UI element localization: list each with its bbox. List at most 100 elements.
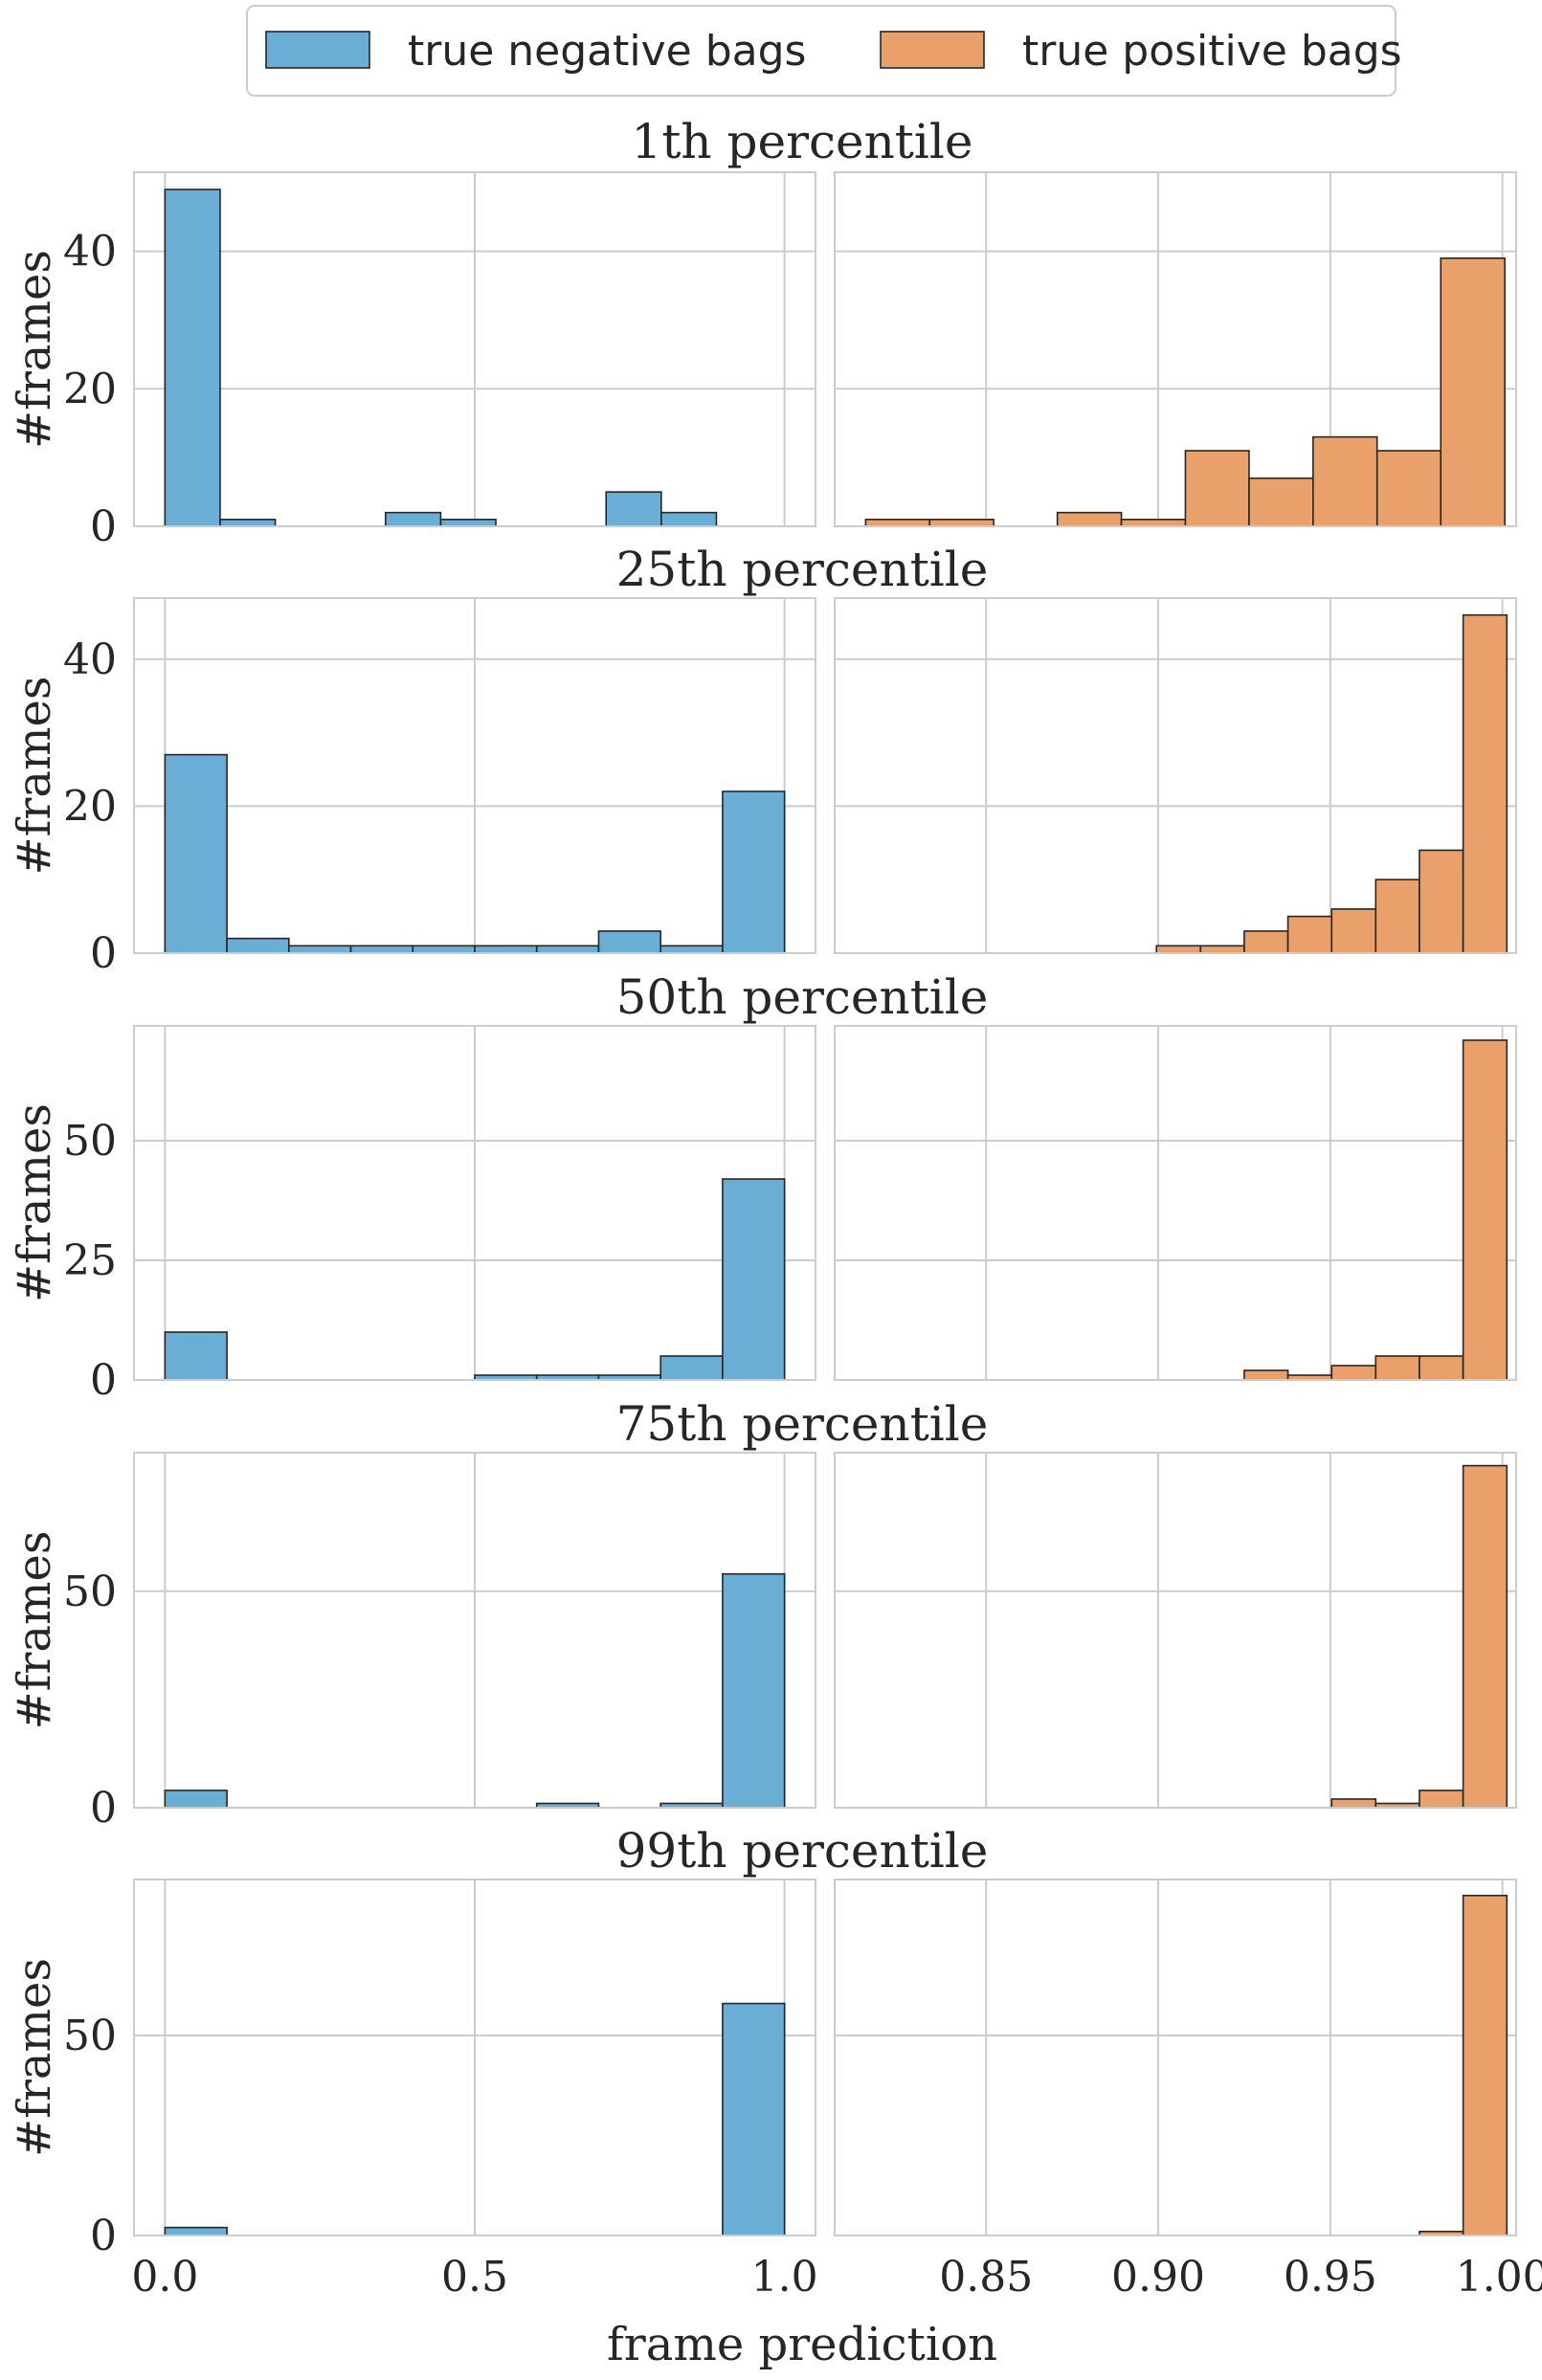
negative-bar [722, 1572, 786, 1809]
y-axis-label: #frames [8, 1530, 61, 1729]
panel-title: 99th percentile [616, 1823, 989, 1879]
positive-bar [1184, 450, 1250, 527]
axes-frame [834, 1025, 1517, 1381]
positive-bar [1462, 613, 1508, 954]
negative-bar [474, 945, 538, 954]
negative-panel [133, 171, 816, 527]
negative-bar [288, 945, 352, 954]
panel-title: 25th percentile [616, 542, 989, 597]
x-tick-label: 0.95 [1284, 2253, 1377, 2302]
positive-bar [1462, 1464, 1508, 1809]
negative-panel [133, 597, 816, 954]
legend: true negative bags true positive bags [246, 5, 1402, 97]
positive-panel: 0.85 0.90 0.95 1.00 [834, 1879, 1542, 2302]
positive-bar [1312, 435, 1378, 527]
x-tick-label: 1.0 [751, 2253, 818, 2302]
axes-frame [133, 1879, 816, 2236]
y-tick-label: 0 [90, 929, 117, 978]
negative-bar [722, 790, 786, 954]
y-axis-label: #frames [8, 1958, 61, 2157]
panel-row-1: 1th percentile #frames 0 20 40 [8, 114, 1517, 551]
negative-bar [412, 945, 476, 954]
negative-bar [164, 1331, 228, 1381]
y-tick-label: 40 [63, 228, 117, 277]
positive-bar [1462, 1039, 1508, 1381]
positive-bar [1419, 849, 1464, 954]
negative-bar [439, 519, 497, 527]
legend-label-negative: true negative bags [408, 27, 806, 76]
y-tick-label: 0 [90, 502, 117, 551]
positive-bar [1120, 519, 1187, 527]
x-tick-label: 0.0 [131, 2253, 198, 2302]
negative-bar [164, 189, 221, 527]
panel-row-3: 50th percentile #frames 0 25 50 [8, 969, 1517, 1405]
legend-label-positive: true positive bags [1022, 27, 1402, 76]
positive-bar [1243, 1369, 1289, 1381]
panel-title: 1th percentile [632, 114, 973, 169]
axes-frame [834, 1452, 1517, 1809]
axes-frame [133, 171, 816, 527]
negative-panel [133, 1025, 816, 1381]
negative-bar [226, 937, 290, 954]
positive-bar [1330, 908, 1377, 954]
negative-bar [597, 930, 661, 954]
y-tick-label: 0 [90, 1784, 117, 1833]
panel-row-2: 25th percentile #frames 0 20 40 [8, 542, 1517, 978]
x-axis-label: frame prediction [607, 2318, 997, 2371]
y-tick-label: 0 [90, 1356, 117, 1405]
negative-bar [722, 2002, 786, 2236]
axes-frame [834, 171, 1517, 527]
positive-bar [1419, 1355, 1464, 1381]
positive-bar [1375, 450, 1442, 527]
positive-bar [864, 519, 931, 527]
panel-title: 50th percentile [616, 969, 989, 1025]
y-tick-label: 25 [63, 1236, 117, 1285]
negative-bar [659, 945, 724, 954]
x-tick-label: 1.00 [1456, 2253, 1542, 2302]
negative-bar [722, 1178, 786, 1381]
x-tick-label: 0.85 [939, 2253, 1033, 2302]
negative-bar [384, 511, 442, 527]
y-tick-label: 50 [63, 1568, 117, 1616]
x-tick-label: 0.90 [1111, 2253, 1205, 2302]
panels: 1th percentile #frames 0 20 40 25th percentil… [8, 114, 1542, 2302]
negative-bar [659, 1355, 724, 1381]
legend-swatch-positive [880, 31, 985, 69]
positive-bar [1056, 511, 1123, 527]
positive-panel [834, 171, 1517, 527]
axes-frame [834, 1879, 1517, 2236]
negative-bar [660, 511, 718, 527]
axes-frame [133, 1025, 816, 1381]
axes-frame [133, 597, 816, 954]
panel-row-4: 75th percentile #frames 0 50 [8, 1396, 1517, 1833]
y-tick-label: 50 [63, 1117, 117, 1166]
negative-panel [133, 1452, 816, 1809]
axes-frame [133, 1452, 816, 1809]
positive-panel [834, 597, 1517, 954]
y-tick-label: 20 [63, 782, 117, 831]
positive-bar [1440, 257, 1506, 527]
axes-frame [834, 597, 1517, 954]
positive-bar [1248, 477, 1314, 527]
positive-bar [1374, 879, 1420, 954]
negative-bar [164, 1790, 228, 1809]
y-tick-label: 50 [63, 2012, 117, 2060]
y-axis-label: #frames [8, 676, 61, 875]
positive-bar [1462, 1894, 1508, 2236]
negative-bar [164, 2226, 228, 2236]
panel-title: 75th percentile [616, 1396, 989, 1452]
negative-bar [605, 491, 662, 527]
positive-bar [1155, 945, 1202, 954]
positive-bar [1199, 945, 1245, 954]
positive-bar [1330, 1365, 1377, 1381]
negative-bar [349, 945, 414, 954]
legend-frame [246, 5, 1397, 97]
positive-bar [1419, 1790, 1464, 1809]
negative-bar [219, 519, 277, 527]
positive-panel [834, 1025, 1517, 1381]
y-axis-label: #frames [8, 1103, 61, 1302]
positive-bar [1330, 1798, 1377, 1809]
y-axis-label: #frames [8, 250, 61, 449]
